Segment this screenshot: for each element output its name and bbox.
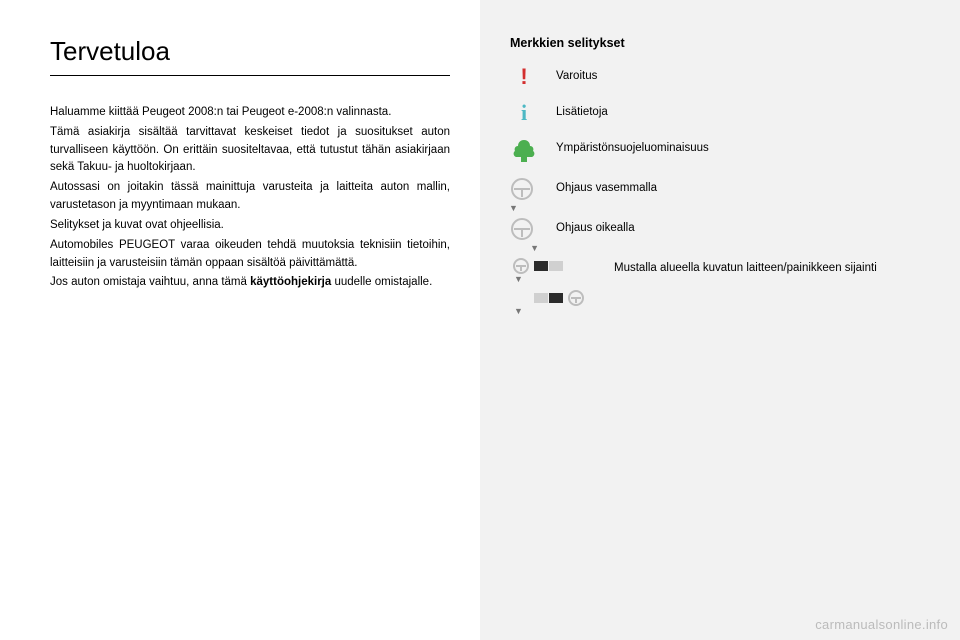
legend-row-left-steer: ▼ Ohjaus vasemmalla (510, 178, 920, 204)
legend-row-right-steer: ▼ Ohjaus oikealla (510, 218, 920, 244)
intro-p2: Tämä asiakirja sisältää tarvittavat kesk… (50, 124, 450, 177)
legend-text-info: Lisätietoja (538, 102, 608, 120)
intro-p1: Haluamme kiittää Peugeot 2008:n tai Peug… (50, 104, 450, 122)
right-column: Merkkien selitykset ! Varoitus i Lisätie… (480, 0, 960, 640)
page-title: Tervetuloa (50, 36, 450, 67)
tree-icon (510, 138, 538, 164)
legend-text-right-steer: Ohjaus oikealla (538, 218, 635, 236)
intro-body: Haluamme kiittää Peugeot 2008:n tai Peug… (50, 104, 450, 292)
steering-left-icon: ▼ (510, 178, 538, 204)
intro-p6: Jos auton omistaja vaihtuu, anna tämä kä… (50, 274, 450, 292)
info-icon: i (510, 102, 538, 124)
intro-p6-a: Jos auton omistaja vaihtuu, anna tämä (50, 276, 250, 288)
legend-heading: Merkkien selitykset (510, 36, 920, 50)
intro-p4: Selitykset ja kuvat ovat ohjeellisia. (50, 217, 450, 235)
left-column: Tervetuloa Haluamme kiittää Peugeot 2008… (0, 0, 480, 640)
warning-icon: ! (510, 66, 538, 88)
legend-row-location: ▼ ▼ Mustalla alueella kuvatun laitteen/p… (510, 258, 920, 316)
legend-row-info: i Lisätietoja (510, 102, 920, 124)
intro-p6-bold: käyttöohjekirja (250, 276, 331, 288)
legend-row-warning: ! Varoitus (510, 66, 920, 88)
watermark: carmanualsonline.info (815, 617, 948, 632)
legend-text-location: Mustalla alueella kuvatun laitteen/paini… (596, 258, 877, 276)
legend-row-env: Ympäristönsuojeluominaisuus (510, 138, 920, 164)
location-icon: ▼ ▼ (510, 258, 596, 316)
legend-text-warning: Varoitus (538, 66, 597, 84)
steering-right-icon: ▼ (510, 218, 538, 244)
legend-text-env: Ympäristönsuojeluominaisuus (538, 138, 709, 156)
legend-text-left-steer: Ohjaus vasemmalla (538, 178, 657, 196)
intro-p6-b: uudelle omistajalle. (331, 276, 432, 288)
title-rule (50, 75, 450, 76)
intro-p5: Automobiles PEUGEOT varaa oikeuden tehdä… (50, 237, 450, 273)
intro-p3: Autossasi on joitakin tässä mainittuja v… (50, 179, 450, 215)
